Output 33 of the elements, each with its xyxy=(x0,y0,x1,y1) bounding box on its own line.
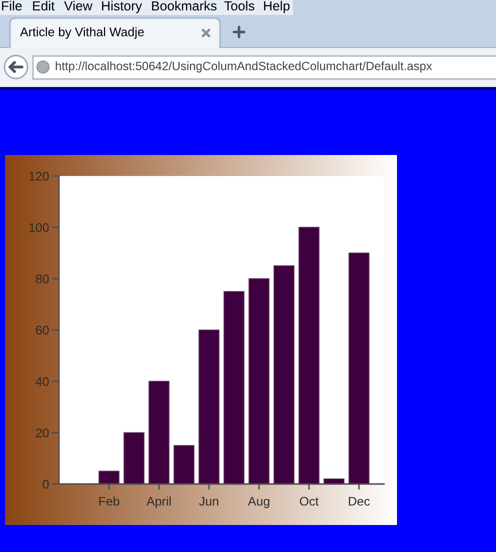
bar xyxy=(124,432,144,484)
y-tick-label: 100 xyxy=(29,223,49,232)
x-tick-label: Oct xyxy=(300,496,319,506)
x-tick-label: Dec xyxy=(348,496,370,506)
text: Help xyxy=(264,0,290,14)
bar xyxy=(98,470,120,484)
text: Bookmarks xyxy=(152,0,217,11)
x-tick-label: Aug xyxy=(248,496,270,508)
y-tick-label: 40 xyxy=(36,377,49,386)
bar xyxy=(248,278,270,484)
y-tick-label: 60 xyxy=(36,326,49,335)
text: Tools xyxy=(224,0,254,11)
bar xyxy=(298,226,320,484)
bar xyxy=(174,445,194,484)
x-tick-label: Jun xyxy=(199,496,218,506)
bar xyxy=(348,252,370,484)
text: History xyxy=(102,0,142,14)
bar xyxy=(148,380,170,484)
y-tick-label: 0 xyxy=(42,480,49,489)
y-tick-label: 80 xyxy=(36,274,49,284)
y-tick-label: 20 xyxy=(36,428,49,438)
bar xyxy=(224,291,244,484)
text: View xyxy=(64,0,92,11)
y-tick-label: 120 xyxy=(29,172,49,181)
bar xyxy=(198,330,220,484)
x-tick-label: April xyxy=(146,496,171,508)
x-tick-label: Feb xyxy=(99,496,120,506)
bar xyxy=(274,265,294,484)
text: Article by Vithal Wadje xyxy=(20,27,144,39)
text: File xyxy=(2,0,22,11)
text: Edit xyxy=(33,0,55,11)
text: http://localhost:50642/UsingColumAndStackedColumchart/Default.aspx xyxy=(56,61,432,73)
bar xyxy=(324,478,344,484)
